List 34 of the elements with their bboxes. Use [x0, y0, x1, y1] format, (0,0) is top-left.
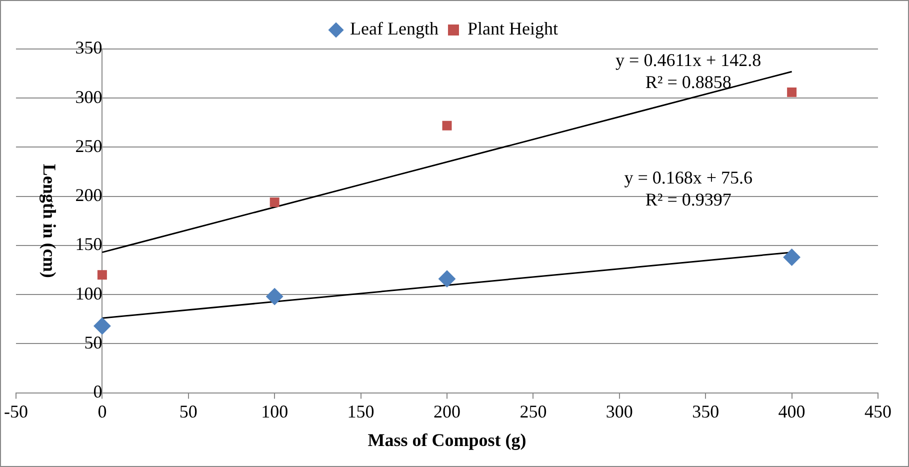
y-tick-label: 300: [75, 86, 102, 107]
x-tick-label: 200: [434, 401, 460, 422]
point: [270, 197, 280, 207]
point: [442, 120, 452, 130]
x-tick-label: 450: [864, 401, 892, 422]
point: [97, 270, 107, 280]
x-tick-label: 300: [606, 401, 633, 422]
point: [787, 87, 797, 97]
x-tick-label: -50: [4, 401, 28, 422]
x-axis-title: Mass of Compost (g): [368, 430, 526, 450]
point: [783, 248, 800, 266]
point: [438, 270, 456, 288]
annotation: y = 0.4611x + 142.8: [616, 50, 762, 70]
y-axis-title: Length in (cm): [40, 164, 60, 278]
x-tick-label: 50: [179, 401, 198, 422]
y-tick-label: 350: [75, 38, 102, 58]
y-tick-label: 50: [84, 332, 102, 352]
x-tick-label: 250: [520, 401, 547, 422]
y-tick-label: 250: [75, 136, 102, 156]
x-tick-label: 350: [692, 401, 720, 422]
y-tick-label: 100: [75, 283, 102, 304]
y-tick-label: 0: [93, 382, 102, 402]
annotation: R² = 0.8858: [645, 72, 732, 92]
point: [266, 288, 284, 306]
y-tick-label: 150: [75, 234, 102, 254]
x-tick-label: 400: [778, 401, 806, 422]
legend-label: Plant Height: [467, 18, 558, 39]
x-tick-label: 100: [261, 401, 288, 422]
point: [94, 318, 111, 335]
annotation: y = 0.168x + 75.6: [624, 167, 753, 188]
x-tick-label: 150: [347, 401, 374, 422]
annotation: R² = 0.9397: [645, 189, 732, 210]
legend-label: Leaf Length: [350, 18, 438, 39]
y-tick-label: 200: [75, 185, 102, 206]
